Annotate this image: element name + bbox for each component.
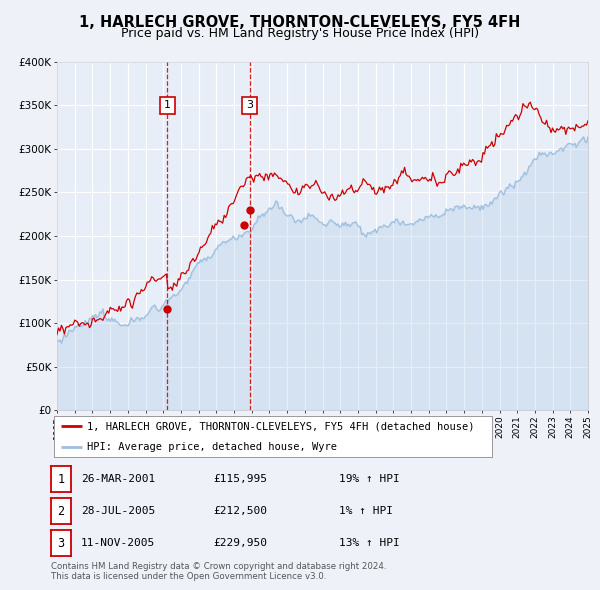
Text: 1: 1 <box>58 473 64 486</box>
Text: 1% ↑ HPI: 1% ↑ HPI <box>339 506 393 516</box>
Text: 26-MAR-2001: 26-MAR-2001 <box>81 474 155 484</box>
Text: HPI: Average price, detached house, Wyre: HPI: Average price, detached house, Wyre <box>87 442 337 452</box>
Text: 1, HARLECH GROVE, THORNTON-CLEVELEYS, FY5 4FH (detached house): 1, HARLECH GROVE, THORNTON-CLEVELEYS, FY… <box>87 421 475 431</box>
Text: 2: 2 <box>58 505 64 518</box>
Text: 1, HARLECH GROVE, THORNTON-CLEVELEYS, FY5 4FH: 1, HARLECH GROVE, THORNTON-CLEVELEYS, FY… <box>79 15 521 30</box>
Text: 3: 3 <box>246 100 253 110</box>
Text: 1: 1 <box>164 100 171 110</box>
Text: £115,995: £115,995 <box>213 474 267 484</box>
Text: Price paid vs. HM Land Registry's House Price Index (HPI): Price paid vs. HM Land Registry's House … <box>121 27 479 40</box>
Text: £212,500: £212,500 <box>213 506 267 516</box>
Text: Contains HM Land Registry data © Crown copyright and database right 2024.
This d: Contains HM Land Registry data © Crown c… <box>51 562 386 581</box>
Text: 3: 3 <box>58 537 64 550</box>
Text: £229,950: £229,950 <box>213 538 267 548</box>
Text: 19% ↑ HPI: 19% ↑ HPI <box>339 474 400 484</box>
Text: 13% ↑ HPI: 13% ↑ HPI <box>339 538 400 548</box>
Text: 11-NOV-2005: 11-NOV-2005 <box>81 538 155 548</box>
Text: 28-JUL-2005: 28-JUL-2005 <box>81 506 155 516</box>
